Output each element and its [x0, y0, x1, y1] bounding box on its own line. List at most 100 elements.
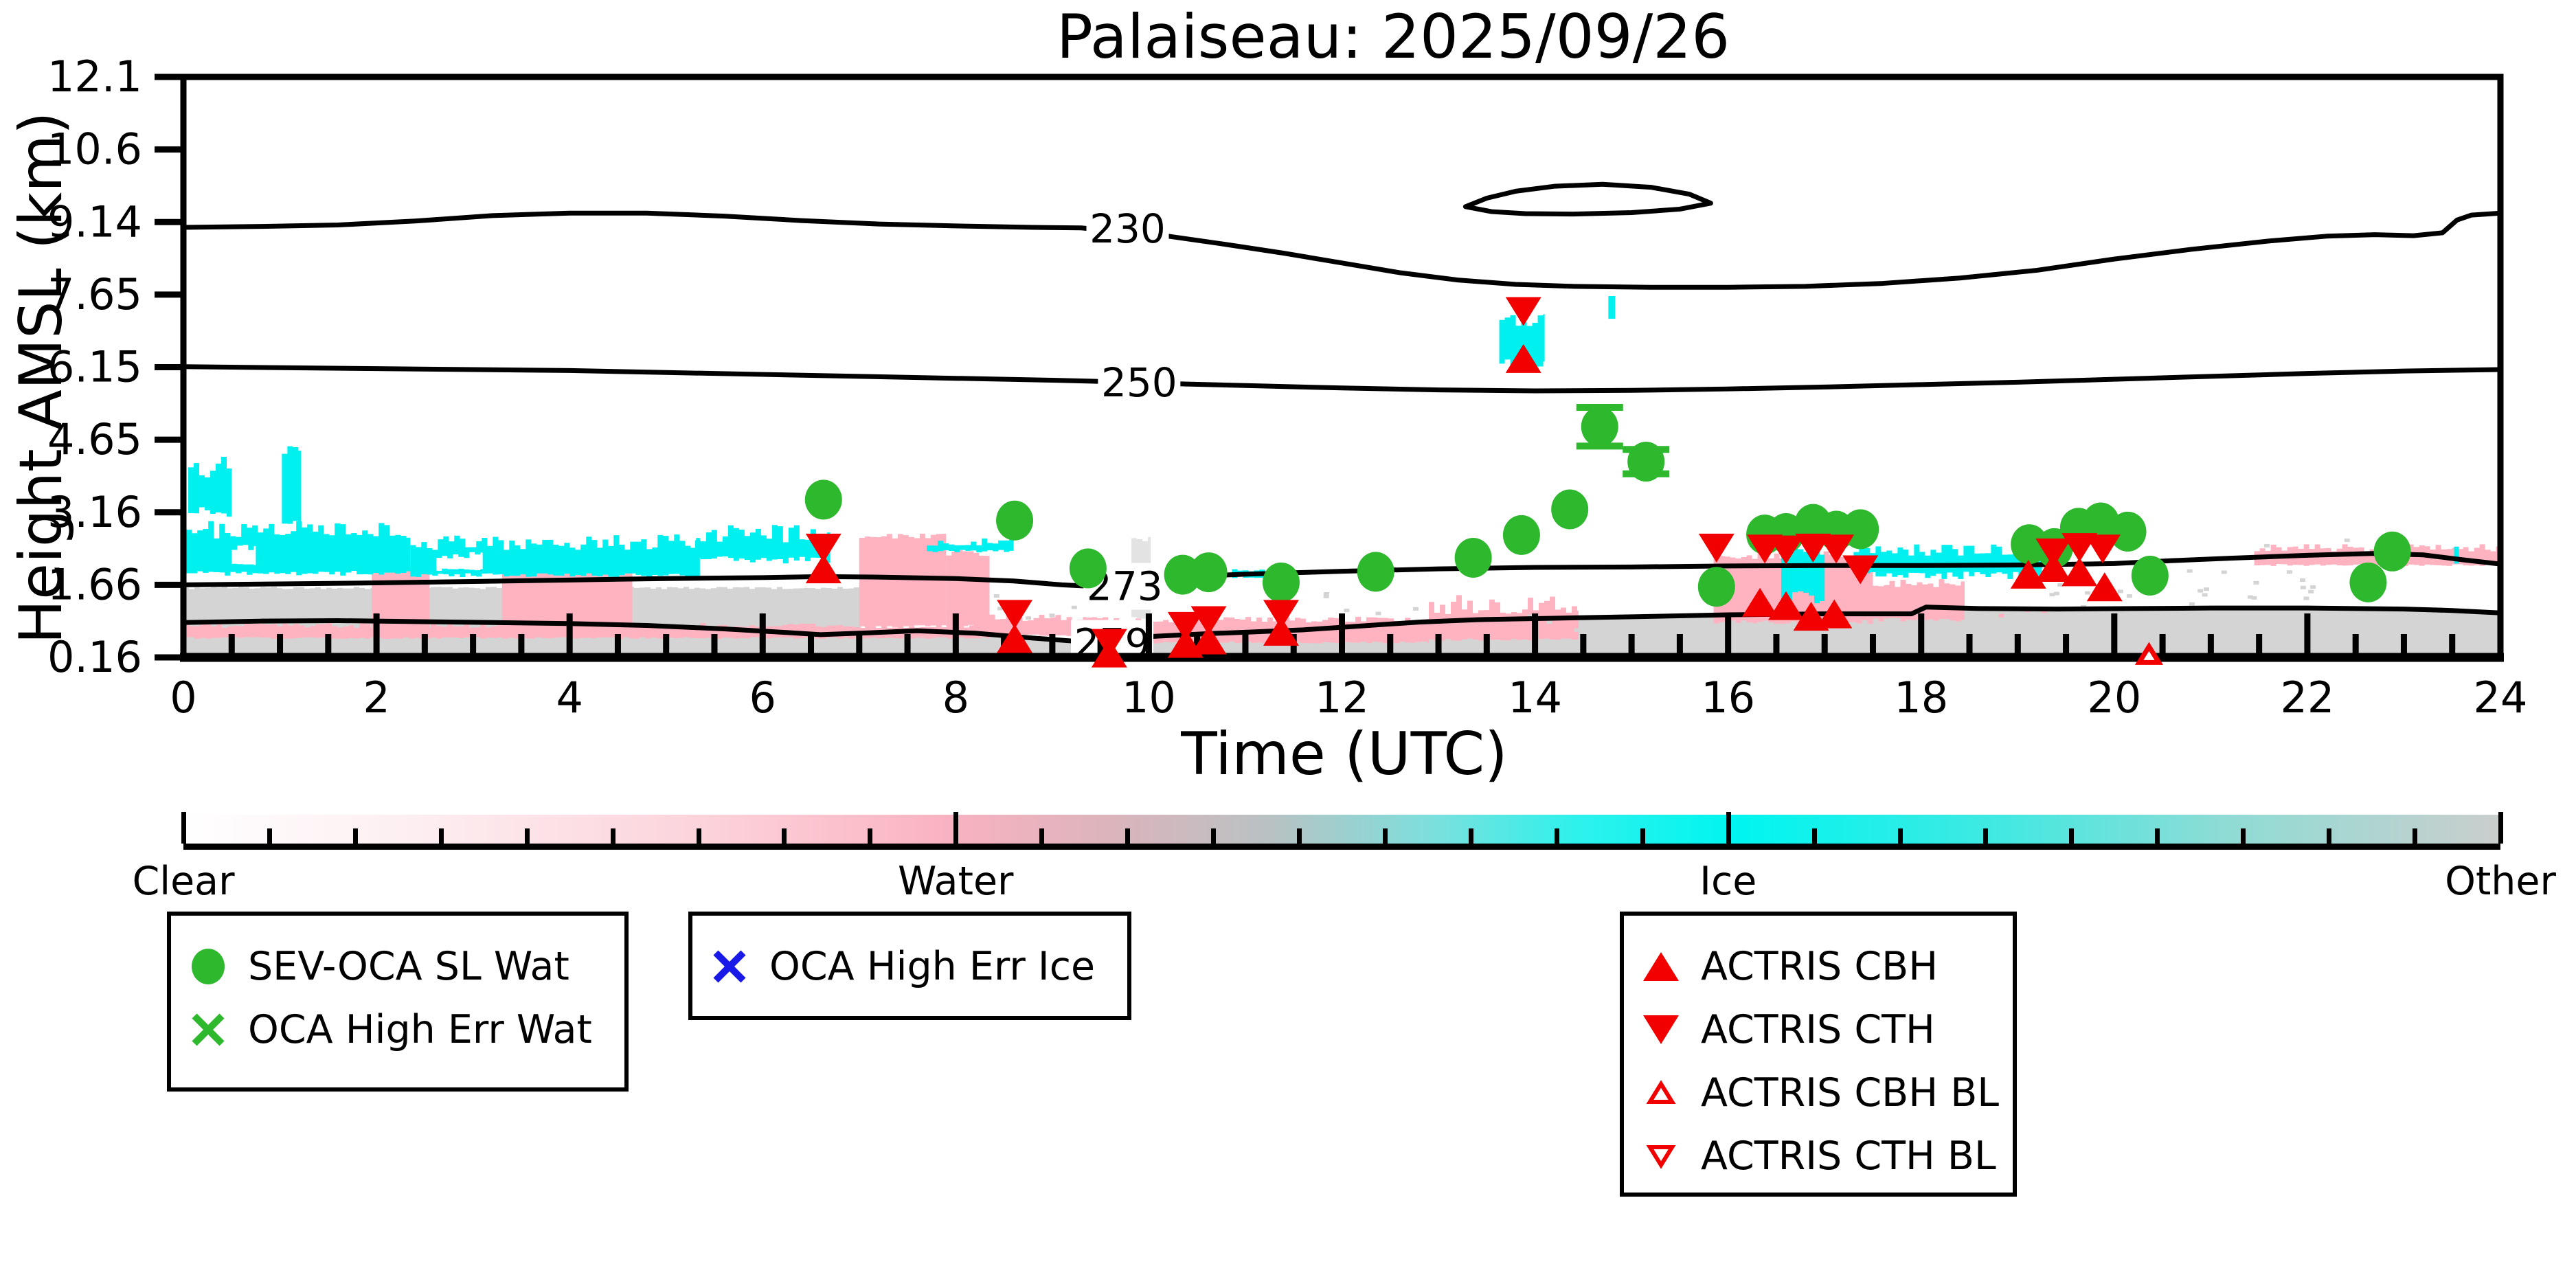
x-tick-label: 10	[1122, 673, 1176, 723]
band-water	[372, 558, 430, 637]
band-ice	[1853, 544, 2042, 579]
sev-oca-sl-wat-point	[2349, 562, 2387, 602]
plot-title: Palaiseau: 2025/09/26	[1056, 1, 1730, 72]
band-ice	[1608, 295, 1616, 319]
contour-label-bg-250	[1098, 359, 1181, 407]
actris-cbh-point	[1190, 625, 1227, 655]
colorbar-label-water: Water	[897, 859, 1014, 904]
colorbar-tick	[267, 828, 272, 844]
sev-oca-sl-wat-point	[1454, 537, 1492, 578]
actris-cth-point	[1842, 555, 1879, 585]
legend-wat: SEV-OCA SL Wat OCA High Err Wat	[167, 912, 629, 1092]
tri-down-marker-icon	[1643, 1015, 1679, 1044]
colorbar-tick	[1297, 828, 1302, 844]
y-tick-label: 9.14	[47, 196, 142, 247]
colorbar-label-clear: Clear	[132, 859, 235, 904]
sev-oca-sl-wat-point	[1551, 489, 1589, 530]
tri-up-marker-icon	[1643, 952, 1679, 981]
actris-cbh-point	[1742, 587, 1778, 617]
band-ice	[188, 456, 232, 517]
sev-oca-sl-wat-point	[1627, 442, 1665, 482]
actris-cth-point	[1091, 629, 1127, 658]
legend-item-label: OCA High Err Wat	[248, 1007, 592, 1052]
colorbar-axis-line	[183, 844, 2500, 850]
actris-cth-point	[997, 600, 1033, 629]
sev-oca-sl-wat-point	[2109, 511, 2147, 552]
actris-cbh-point	[1767, 591, 1804, 620]
actris-cbh-point	[1263, 616, 1299, 646]
colorbar-tick	[1726, 812, 1731, 844]
actris-cbh-point	[1505, 343, 1541, 373]
colorbar-tick	[2155, 828, 2160, 844]
colorbar-tick	[1382, 828, 1388, 844]
colorbar-tick	[2327, 828, 2332, 844]
legend-item-label: ACTRIS CBH	[1701, 944, 1939, 989]
y-tick-label: 4.65	[47, 414, 142, 464]
colorbar-tick	[1983, 828, 1989, 844]
band-other-speckle	[1323, 592, 1419, 615]
sev-oca-sl-wat-point	[1190, 552, 1228, 593]
colorbar-tick	[1897, 828, 1903, 844]
colorbar-label-other: Other	[2445, 859, 2556, 904]
colorbar-tick	[2413, 828, 2418, 844]
colorbar-tick	[2241, 828, 2246, 844]
x-tick-label: 14	[1508, 673, 1562, 723]
legend-item-label: OCA High Err Ice	[769, 944, 1096, 989]
legend-item: ACTRIS CTH BL	[1640, 1125, 1996, 1188]
colorbar-gradient	[183, 815, 2500, 844]
actris-cth-point	[1505, 297, 1541, 326]
legend-item-label: ACTRIS CTH	[1701, 1007, 1935, 1052]
actris-cbh-bl-point	[2134, 642, 2164, 665]
sev-oca-sl-wat-point	[1262, 562, 1300, 602]
y-tick-label: 6.15	[47, 342, 142, 392]
sev-oca-sl-wat-point	[1502, 515, 1540, 555]
y-tick-label: 0.16	[47, 632, 142, 682]
band-ice	[2454, 546, 2459, 564]
x-tick-label: 4	[556, 673, 583, 723]
legend-item: SEV-OCA SL Wat	[188, 935, 604, 998]
tri-down-open-marker-icon	[1646, 1144, 1676, 1169]
x-tick-label: 20	[2087, 673, 2141, 723]
plot-svg: 23025027327912.110.69.147.656.154.653.16…	[47, 52, 2528, 723]
colorbar-label-ice: Ice	[1699, 859, 1757, 904]
colorbar-tick	[696, 828, 701, 844]
band-water	[946, 550, 990, 629]
actris-cbh-point	[2035, 553, 2072, 583]
colorbar-tick	[610, 828, 615, 844]
sev-oca-sl-wat-point	[996, 500, 1034, 541]
colorbar-tick	[1211, 828, 1217, 844]
x-tick-label: 18	[1894, 673, 1948, 723]
x-tick-label: 2	[363, 673, 389, 723]
y-tick-label: 1.66	[47, 559, 142, 609]
actris-cth-point	[1190, 606, 1227, 635]
y-tick-label: 10.6	[47, 124, 142, 174]
x-tick-label: 8	[942, 673, 969, 723]
legend-item: ACTRIS CBH	[1640, 935, 1992, 998]
sev-oca-sl-wat-point	[2373, 531, 2411, 572]
band-clear	[231, 545, 256, 565]
actris-cth-point	[1167, 611, 1204, 641]
y-tick-label: 3.16	[47, 487, 142, 537]
colorbar-tick	[868, 828, 873, 844]
actris-cth-point	[1818, 534, 1855, 564]
sev-oca-sl-wat-point	[2131, 555, 2169, 596]
y-tick-label: 7.65	[47, 269, 142, 319]
colorbar-tick	[1125, 828, 1131, 844]
actris-cbh-point	[805, 554, 841, 584]
band-ice	[927, 538, 1014, 553]
actris-cbh-point	[2061, 557, 2098, 587]
x-tick-label: 22	[2280, 673, 2334, 723]
colorbar-tick	[352, 828, 358, 844]
x-tick-label: 0	[170, 673, 196, 723]
colorbar-tick	[1039, 828, 1045, 844]
sev-oca-sl-wat-point	[1069, 548, 1107, 589]
x-tick-label: 6	[749, 673, 776, 723]
contour-230	[183, 210, 2500, 290]
contour-closed	[1462, 181, 1713, 217]
x-tick-label: 24	[2474, 673, 2528, 723]
colorbar-tick	[438, 828, 444, 844]
legend-item-label: ACTRIS CBH BL	[1701, 1070, 2000, 1116]
y-tick-label: 12.1	[47, 52, 142, 102]
x-marker-icon	[192, 1013, 225, 1046]
